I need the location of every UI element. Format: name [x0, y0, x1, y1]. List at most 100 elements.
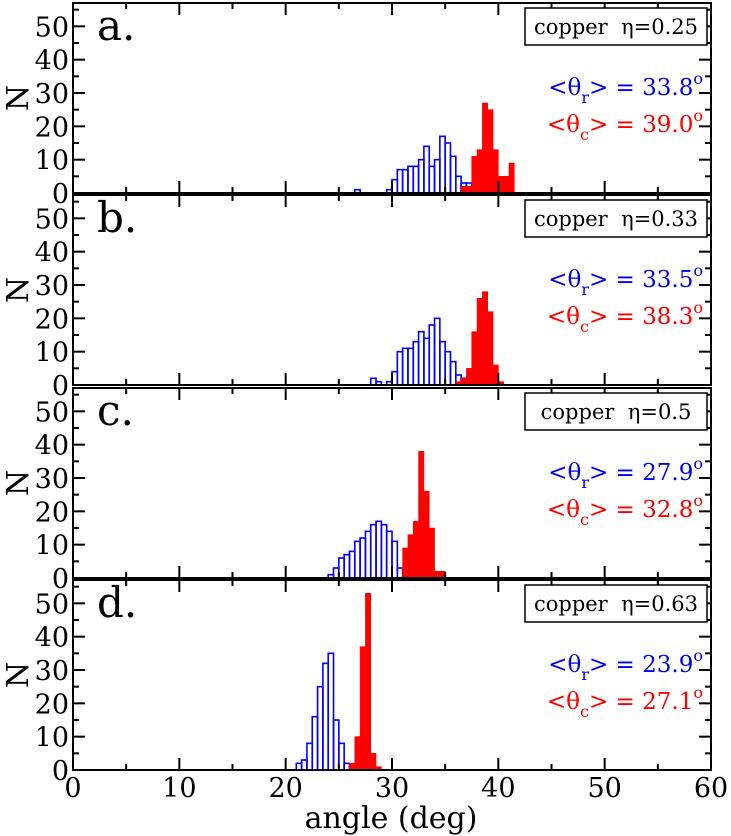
theta-r-bar: [396, 567, 404, 579]
y-tick-label: 20: [35, 689, 69, 720]
theta-c-bar: [508, 162, 515, 194]
x-axis-label: angle (deg): [305, 801, 478, 836]
annotation-superscript: o: [693, 261, 703, 280]
theta-c-bar: [402, 547, 409, 579]
theta-c-bar: [460, 186, 467, 194]
y-tick-label: 0: [52, 564, 69, 595]
annotation-superscript: o: [693, 491, 703, 510]
y-tick-label: 40: [35, 623, 69, 654]
annotation-value: > = 39.0: [589, 112, 693, 138]
annotation-superscript: o: [693, 683, 703, 702]
theta-c-bar: [365, 593, 372, 771]
y-tick-label: 10: [35, 146, 69, 177]
theta-c-bar: [466, 368, 473, 386]
annotation-superscript: o: [693, 454, 703, 473]
y-tick-label: 50: [35, 397, 69, 428]
y-tick-label: 20: [35, 304, 69, 335]
annotation-value: > = 38.3: [589, 304, 693, 330]
annotation-prefix: <θ: [547, 689, 580, 715]
x-tick-label: 50: [587, 773, 621, 804]
mean-theta-r-annotation: <θr> = 33.5o: [548, 261, 703, 299]
theta-c-bar: [487, 109, 494, 194]
panel-label: a.: [97, 1, 135, 50]
theta-c-bar: [434, 571, 441, 579]
mean-theta-r-annotation: <θr> = 27.9o: [548, 454, 703, 492]
y-tick-label: 50: [35, 204, 69, 235]
theta-c-bar: [466, 186, 473, 194]
annotation-superscript: o: [693, 298, 703, 317]
annotation-value: > = 27.1: [589, 689, 693, 715]
theta-c-bar: [471, 331, 478, 386]
annotation-subscript: r: [581, 88, 589, 107]
legend-text: copper η=0.25: [534, 15, 698, 39]
y-tick-label: 30: [35, 79, 69, 110]
x-tick-label: 30: [375, 773, 409, 804]
legend-text: copper η=0.33: [534, 207, 698, 231]
annotation-subscript: r: [581, 665, 589, 684]
annotation-value: > = 27.9: [589, 460, 693, 486]
legend-text: copper η=0.63: [534, 592, 698, 616]
annotation-subscript: c: [580, 125, 589, 144]
theta-c-bar: [487, 311, 494, 386]
x-tick-label: 40: [481, 773, 515, 804]
annotation-prefix: <θ: [548, 652, 581, 678]
theta-c-bar: [412, 521, 419, 579]
theta-c-bar: [370, 753, 377, 771]
annotation-value: > = 33.5: [589, 267, 693, 293]
y-tick-label: 40: [35, 46, 69, 77]
y-axis-label: N: [1, 470, 36, 496]
annotation-value: > = 33.8: [589, 75, 693, 101]
theta-c-bar: [482, 291, 489, 386]
theta-c-bar: [482, 102, 489, 194]
annotation-subscript: r: [581, 280, 589, 299]
theta-c-bar: [428, 527, 435, 579]
y-axis-label: N: [1, 662, 36, 688]
annotation-subscript: c: [580, 702, 589, 721]
theta-c-bar: [476, 298, 483, 386]
x-tick-label: 0: [64, 773, 81, 804]
y-tick-label: 40: [35, 431, 69, 462]
y-tick-label: 20: [35, 497, 69, 528]
y-tick-label: 10: [35, 723, 69, 754]
legend-box: [524, 7, 708, 46]
x-tick-label: 10: [162, 773, 196, 804]
annotation-value: > = 23.9: [589, 652, 693, 678]
theta-c-bar: [407, 534, 414, 579]
theta-c-bar: [354, 736, 361, 771]
mean-theta-c-annotation: <θc> = 32.8o: [547, 491, 703, 529]
annotation-subscript: c: [580, 510, 589, 529]
legend-box: [524, 392, 708, 431]
theta-c-bar: [460, 378, 467, 386]
annotation-prefix: <θ: [548, 267, 581, 293]
y-tick-label: 30: [35, 656, 69, 687]
annotation-prefix: <θ: [547, 112, 580, 138]
y-axis-label: N: [1, 277, 36, 303]
y-tick-label: 40: [35, 238, 69, 269]
x-tick-label: 60: [694, 773, 728, 804]
mean-theta-c-annotation: <θc> = 27.1o: [547, 683, 703, 721]
panel-label: b.: [97, 193, 137, 242]
y-tick-label: 30: [35, 464, 69, 495]
mean-theta-c-annotation: <θc> = 38.3o: [547, 298, 703, 336]
annotation-prefix: <θ: [547, 497, 580, 523]
y-tick-label: 0: [52, 371, 69, 402]
annotation-prefix: <θ: [548, 75, 581, 101]
y-tick-label: 30: [35, 271, 69, 302]
panel-label: d.: [97, 578, 137, 627]
annotation-subscript: r: [581, 473, 589, 492]
theta-c-bar: [503, 176, 510, 194]
legend-text: copper η=0.5: [541, 400, 692, 424]
theta-c-bar: [476, 149, 483, 194]
annotation-superscript: o: [693, 69, 703, 88]
annotation-prefix: <θ: [548, 460, 581, 486]
annotation-superscript: o: [693, 106, 703, 125]
legend-box: [524, 199, 708, 238]
y-tick-label: 20: [35, 112, 69, 143]
y-tick-label: 50: [35, 589, 69, 620]
theta-c-bar: [471, 156, 478, 194]
annotation-value: > = 32.8: [589, 497, 693, 523]
